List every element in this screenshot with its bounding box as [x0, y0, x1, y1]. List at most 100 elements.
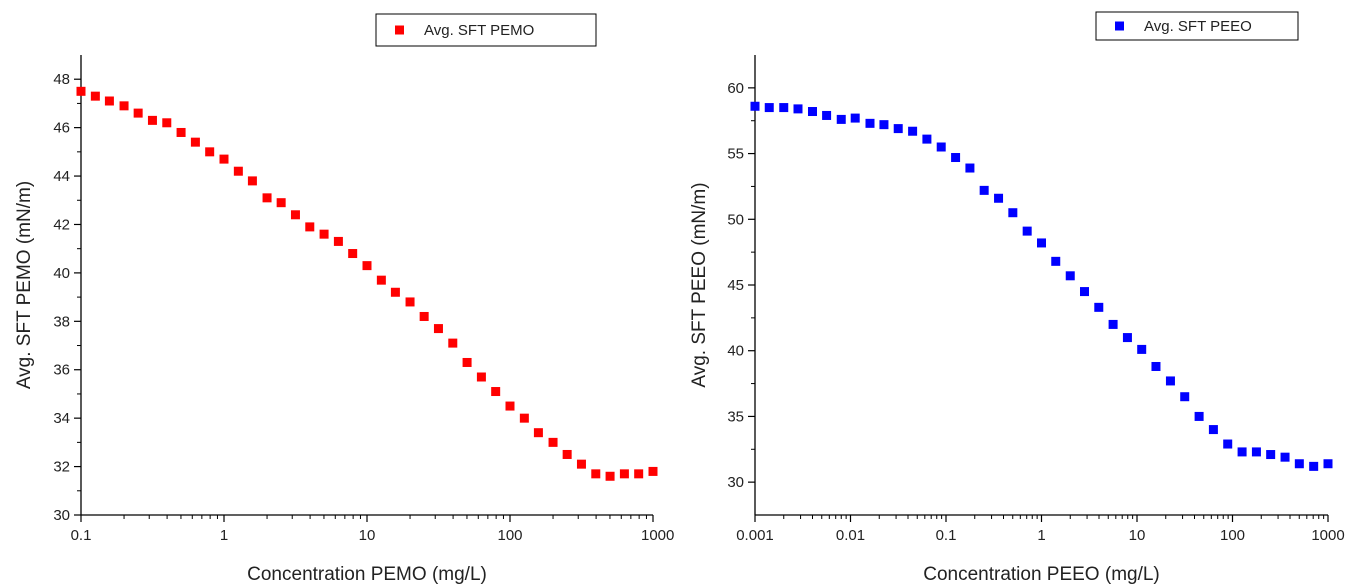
y-tick-label: 40 — [53, 265, 70, 282]
data-point — [362, 261, 372, 271]
legend-marker — [1115, 21, 1124, 31]
y-tick-label: 48 — [53, 71, 70, 88]
data-point — [1094, 302, 1104, 312]
data-point — [1208, 425, 1218, 435]
y-axis-title: Avg. SFT PEEO (mN/m) — [689, 182, 710, 387]
peeo-chart: 30 35 40 45 50 55 60 0.001 0.01 0.1 1 10 100 1000 Conc… — [689, 11, 1345, 585]
pemo-chart: 30 32 34 36 38 40 42 44 46 48 0.1 1 10 100 1000 Concent… — [14, 13, 674, 585]
data-point — [1251, 447, 1261, 457]
data-point — [1323, 459, 1333, 469]
data-point — [476, 372, 486, 382]
data-point — [405, 297, 415, 307]
legend-label: Avg. SFT PEEO — [1144, 18, 1252, 35]
data-point — [1108, 319, 1118, 329]
data-point — [76, 86, 86, 96]
data-point — [1180, 392, 1190, 402]
legend-box — [375, 13, 597, 47]
data-point — [793, 104, 803, 114]
y-tick-label: 32 — [53, 459, 70, 476]
data-point — [1165, 376, 1175, 386]
data-point — [634, 469, 644, 479]
legend: Avg. SFT PEEO — [1095, 11, 1299, 41]
data-point — [162, 118, 172, 128]
data-point — [319, 229, 329, 239]
legend-label: Avg. SFT PEMO — [424, 22, 534, 39]
data-point — [836, 114, 846, 124]
data-point — [822, 110, 832, 120]
data-point — [908, 126, 918, 136]
data-point — [1280, 452, 1290, 462]
data-point — [764, 103, 774, 113]
data-point — [1079, 287, 1089, 297]
y-tick-label: 60 — [727, 80, 744, 97]
data-point — [576, 459, 586, 469]
series-points — [750, 101, 1333, 471]
data-point — [591, 469, 601, 479]
data-point — [1037, 238, 1046, 248]
data-point — [1223, 439, 1233, 449]
data-point — [133, 108, 143, 118]
data-point — [893, 124, 903, 134]
y-tick-label: 35 — [727, 408, 744, 425]
data-point — [290, 210, 300, 220]
x-tick-label: 0.01 — [836, 527, 865, 544]
y-tick-label: 42 — [53, 216, 70, 233]
data-point — [176, 127, 186, 137]
data-point — [1237, 447, 1247, 457]
data-point — [807, 107, 817, 117]
data-point — [190, 137, 200, 147]
data-point — [90, 91, 100, 101]
y-tick-label: 50 — [727, 211, 744, 228]
data-point — [1266, 450, 1276, 460]
y-tick-label: 38 — [53, 313, 70, 330]
data-point — [562, 449, 572, 459]
data-point — [951, 153, 961, 163]
data-point — [979, 185, 989, 195]
series-points — [76, 86, 658, 481]
data-point — [1008, 208, 1018, 218]
x-tick-label: 1 — [1037, 527, 1045, 544]
y-tick-label: 46 — [53, 120, 70, 137]
data-point — [1194, 411, 1204, 421]
data-point — [750, 101, 760, 111]
data-point — [1294, 459, 1304, 469]
data-point — [1051, 256, 1061, 266]
data-point — [233, 166, 243, 176]
data-point — [247, 176, 257, 186]
x-tick-label: 10 — [359, 527, 376, 544]
y-axis-title: Avg. SFT PEMO (mN/m) — [14, 181, 35, 389]
y-tick-label: 30 — [727, 474, 744, 491]
legend-marker — [395, 25, 404, 35]
data-point — [390, 287, 400, 297]
x-tick-label: 100 — [1220, 527, 1245, 544]
data-point — [1151, 361, 1161, 371]
data-point — [419, 311, 429, 321]
data-point — [491, 387, 501, 397]
data-point — [448, 338, 458, 348]
y-tick-label: 36 — [53, 362, 70, 379]
data-point — [305, 222, 315, 232]
data-point — [1122, 333, 1132, 343]
data-point — [1309, 461, 1319, 471]
data-point — [376, 275, 386, 285]
data-point — [104, 96, 114, 106]
data-point — [276, 198, 286, 208]
data-point — [1137, 344, 1147, 354]
data-point — [605, 471, 615, 481]
y-tick-label: 44 — [53, 168, 70, 185]
x-axis-title: Concentration PEMO (mg/L) — [247, 564, 487, 585]
data-point — [965, 163, 975, 173]
y-tick-label: 30 — [53, 507, 70, 524]
data-point — [348, 249, 358, 259]
data-point — [865, 118, 875, 128]
data-point — [648, 466, 658, 476]
x-axis-title: Concentration PEEO (mg/L) — [923, 564, 1160, 585]
x-tick-label: 0.1 — [936, 527, 957, 544]
data-point — [994, 193, 1004, 203]
data-point — [779, 103, 789, 113]
data-point — [433, 324, 443, 334]
data-point — [879, 120, 889, 130]
data-point — [505, 401, 515, 411]
data-point — [205, 147, 215, 157]
